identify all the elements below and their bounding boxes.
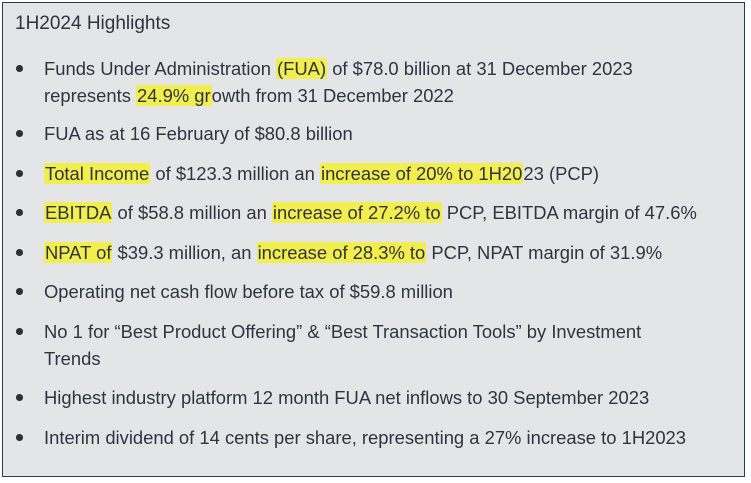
bullet-text: NPAT of $39.3 million, an increase of 28… [44,239,734,266]
bullet-dot-icon [16,288,23,295]
bullet-dot-icon [16,394,23,401]
highlighted-text: (FUA) [276,57,328,79]
highlights-panel: 1H2024 Highlights Funds Under Administra… [2,2,745,477]
bullet-dot-icon [16,249,23,256]
bullet-text-line: Interim dividend of 14 cents per share, … [44,424,734,451]
text-segment: Highest industry platform 12 month FUA n… [44,386,650,408]
text-segment: FUA as at 16 February of $80.8 billion [44,122,353,144]
text-segment: 23 (PCP) [523,162,600,184]
bullet-text: Total Income of $123.3 million an increa… [44,160,734,187]
highlighted-text: increase of 20% to 1H20 [319,162,524,184]
bullet-text-line: EBITDA of $58.8 million an increase of 2… [44,199,734,226]
bullet-text-line: NPAT of $39.3 million, an increase of 28… [44,239,734,266]
text-segment: Funds Under Administration [44,57,277,79]
bullet-text: Interim dividend of 14 cents per share, … [44,424,734,451]
bullet-text-line: Highest industry platform 12 month FUA n… [44,384,734,411]
text-segment: No 1 for “Best Product Offering” & “Best… [44,320,642,342]
text-segment: Operating net cash flow before tax of $5… [44,280,453,302]
bullet-dot-icon [16,130,23,137]
bullet-text-line: Funds Under Administration (FUA) of $78.… [44,55,734,82]
highlighted-text: NPAT of [44,241,113,263]
text-segment: Interim dividend of 14 cents per share, … [44,426,687,448]
bullet-text: EBITDA of $58.8 million an increase of 2… [44,199,734,226]
bullet-dot-icon [16,209,23,216]
bullet-text-line: FUA as at 16 February of $80.8 billion [44,120,734,147]
bullet-text: Highest industry platform 12 month FUA n… [44,384,734,411]
highlighted-text: 24.9% gr [136,84,212,106]
text-segment: represents [44,84,136,106]
bullet-text-line: No 1 for “Best Product Offering” & “Best… [44,318,734,345]
bullet-text-line: Operating net cash flow before tax of $5… [44,278,734,305]
bullet-dot-icon [16,170,23,177]
panel-title: 1H2024 Highlights [15,13,171,34]
highlighted-text: EBITDA [44,201,113,223]
bullet-text: FUA as at 16 February of $80.8 billion [44,120,734,147]
bullet-text: Operating net cash flow before tax of $5… [44,278,734,305]
highlighted-text: Total Income [44,162,151,184]
highlighted-text: increase of 28.3% to [256,241,427,263]
bullet-dot-icon [16,434,23,441]
bullet-text-line: Total Income of $123.3 million an increa… [44,160,734,187]
bullet-dot-icon [16,328,23,335]
bullet-dot-icon [16,65,23,72]
bullet-text: Funds Under Administration (FUA) of $78.… [44,55,734,109]
bullet-text: No 1 for “Best Product Offering” & “Best… [44,318,734,372]
text-segment: of $58.8 million an [112,201,272,223]
text-segment: owth from 31 December 2022 [211,84,454,106]
highlighted-text: increase of 27.2% to [271,201,442,223]
bullet-text-line: Trends [44,345,734,372]
text-segment: PCP, EBITDA margin of 47.6% [441,201,697,223]
text-segment: of $78.0 billion at 31 December 2023 [327,57,633,79]
text-segment: PCP, NPAT margin of 31.9% [426,241,663,263]
text-segment: $39.3 million, an [112,241,257,263]
text-segment: of $123.3 million an [150,162,320,184]
text-segment: Trends [44,347,101,369]
bullet-text-line: represents 24.9% growth from 31 December… [44,82,734,109]
